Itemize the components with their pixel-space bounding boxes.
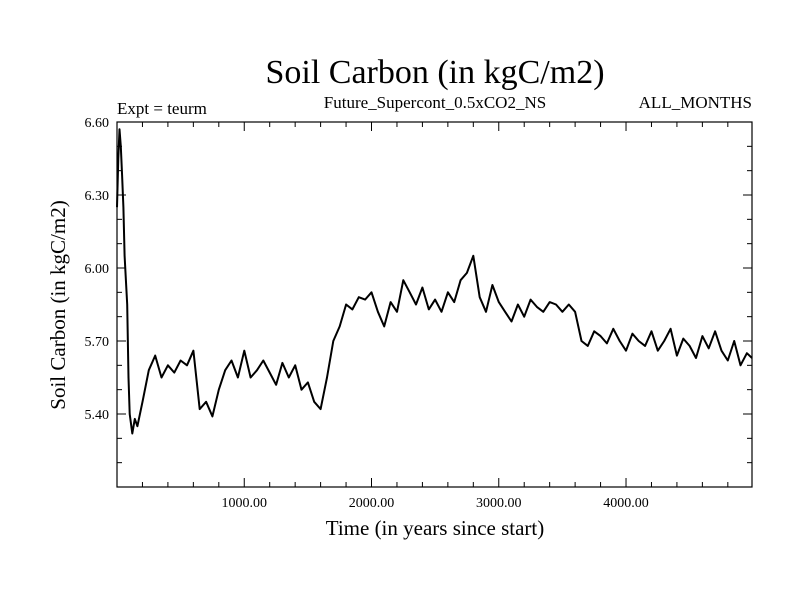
- subtitle-left: Expt = teurm: [117, 99, 207, 118]
- subtitle-right: ALL_MONTHS: [639, 93, 752, 112]
- series-line: [116, 128, 753, 435]
- x-tick-label: 3000.00: [476, 496, 522, 511]
- y-tick-label: 6.30: [85, 189, 110, 204]
- y-ticks: 5.40 5.70 6.00 6.30 6.60: [85, 116, 752, 464]
- chart-title: Soil Carbon (in kgC/m2): [265, 54, 604, 91]
- y-tick-label: 5.40: [85, 408, 110, 423]
- y-tick-label: 6.00: [85, 262, 110, 277]
- x-ticks: 1000.00 2000.00 3000.00 4000.00: [141, 122, 729, 511]
- plot-frame: [116, 121, 753, 488]
- subtitle-center: Future_Supercont_0.5xCO2_NS: [324, 93, 546, 112]
- y-tick-label: 5.70: [85, 335, 110, 350]
- x-tick-label: 2000.00: [349, 496, 395, 511]
- y-axis-label: Soil Carbon (in kgC/m2): [46, 200, 70, 409]
- x-axis-label: Time (in years since start): [326, 516, 545, 540]
- y-tick-label: 6.60: [85, 116, 110, 131]
- x-tick-label: 1000.00: [222, 496, 268, 511]
- x-tick-label: 4000.00: [603, 496, 649, 511]
